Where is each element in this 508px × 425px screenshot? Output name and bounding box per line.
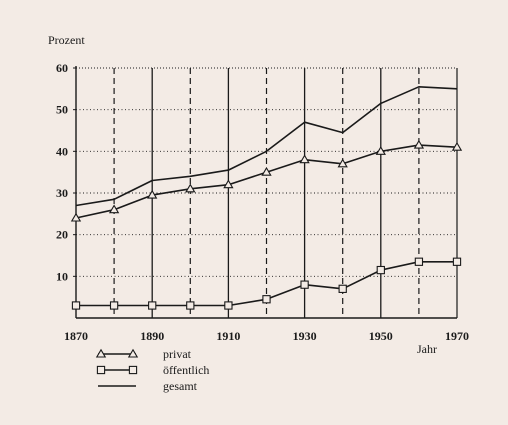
x-tick-label-1890: 1890 [140,329,164,343]
point-oeffentlich-1920 [262,295,271,304]
point-oeffentlich-1930 [300,280,309,289]
y-tick-label-50: 50 [56,103,68,117]
point-privat-1870 [70,212,82,222]
legend-item-gesamt: gesamt [98,379,198,393]
point-privat-1970 [451,141,463,151]
point-oeffentlich-1890 [148,301,157,310]
legend-marker-oeffentlich-left [96,365,106,375]
y-tick-label-60: 60 [56,61,68,75]
point-oeffentlich-1880 [109,301,119,310]
series-line-gesamt [75,86,458,207]
x-tick-label-1950: 1950 [369,329,393,343]
point-oeffentlich-1870 [71,301,81,310]
y-axis-title: Prozent [48,33,85,47]
y-tick-label-30: 30 [56,186,68,200]
x-tick-label-1930: 1930 [293,329,317,343]
point-oeffentlich-1910 [224,301,233,310]
legend-marker-privat-left [95,348,107,358]
legend-label-oeffentlich: öffentlich [163,363,209,377]
point-privat-1940 [337,158,348,168]
point-privat-1950 [375,146,386,155]
legend-label-gesamt: gesamt [163,379,198,393]
plot-frame [76,67,458,318]
axes [73,66,457,319]
legend-marker-oeffentlich-right [128,365,138,375]
legend-marker-privat-right [127,348,139,358]
legend: privat öffentlich gesamt [95,347,209,393]
y-tick-label-10: 10 [56,269,68,283]
x-tick-label-1870: 1870 [64,329,88,343]
series-layer [70,86,463,310]
point-privat-1920 [261,166,272,176]
vertical-grid [113,68,420,318]
legend-item-privat: privat [95,347,192,361]
point-oeffentlich-1900 [186,301,195,310]
horizontal-grid [76,109,457,277]
point-oeffentlich-1960 [414,257,424,266]
legend-label-privat: privat [163,347,192,361]
x-tick-label-1970: 1970 [445,329,469,343]
legend-item-oeffentlich: öffentlich [96,363,209,377]
point-oeffentlich-1970 [452,257,462,266]
point-privat-1890 [147,189,158,199]
y-tick-label-20: 20 [56,228,68,242]
point-oeffentlich-1950 [376,265,385,275]
x-tick-label-1910: 1910 [216,329,240,343]
tick-labels: 10 20 30 40 50 60 1870 1890 1910 1930 1950 1970 [56,61,469,343]
x-axis-title: Jahr [417,342,437,356]
legend-swatch-privat [95,348,139,358]
point-privat-1910 [223,179,234,189]
series-gesamt [75,86,458,207]
point-privat-1930 [299,154,310,164]
point-privat-1960 [413,139,425,149]
point-oeffentlich-1940 [338,284,347,293]
y-tick-label-40: 40 [56,144,68,158]
series-oeffentlich [71,257,462,310]
legend-swatch-oeffentlich [96,365,138,375]
point-privat-1900 [185,183,196,193]
point-privat-1880 [108,204,120,214]
series-privat [70,139,463,222]
